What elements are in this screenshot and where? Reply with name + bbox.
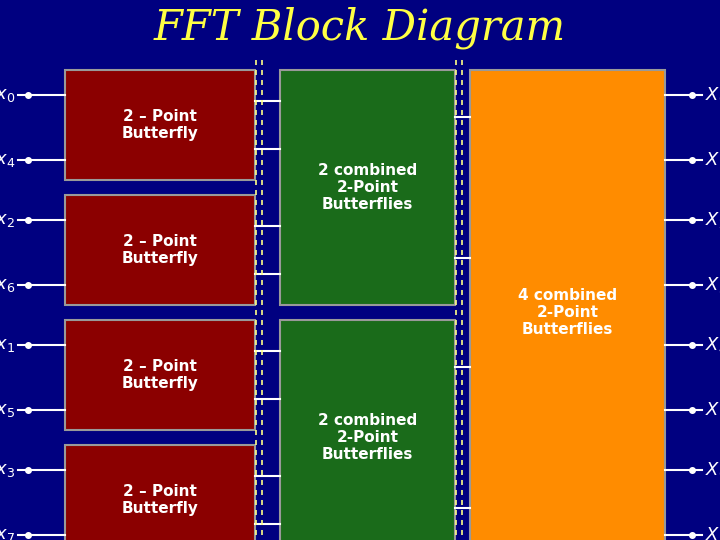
Bar bbox=[280, 320, 455, 540]
Bar bbox=[470, 70, 665, 540]
Bar bbox=[280, 70, 455, 305]
Text: $X_{7}$: $X_{7}$ bbox=[705, 525, 720, 540]
Text: $X_{4}$: $X_{4}$ bbox=[705, 335, 720, 355]
Text: $x_{3}$: $x_{3}$ bbox=[0, 461, 15, 479]
Text: 2 combined
2-Point
Butterflies: 2 combined 2-Point Butterflies bbox=[318, 413, 417, 462]
Text: $X_{1}$: $X_{1}$ bbox=[705, 150, 720, 170]
Bar bbox=[65, 445, 255, 540]
Text: 2 – Point
Butterfly: 2 – Point Butterfly bbox=[122, 359, 199, 391]
Text: $X_{5}$: $X_{5}$ bbox=[705, 400, 720, 420]
Text: $X_{6}$: $X_{6}$ bbox=[705, 460, 720, 480]
Text: $x_{6}$: $x_{6}$ bbox=[0, 276, 15, 294]
Text: 2 combined
2-Point
Butterflies: 2 combined 2-Point Butterflies bbox=[318, 163, 417, 212]
Text: $x_{5}$: $x_{5}$ bbox=[0, 401, 15, 419]
Text: $X_{2}$: $X_{2}$ bbox=[705, 210, 720, 230]
Text: $X_{0}$: $X_{0}$ bbox=[705, 85, 720, 105]
Text: 2 – Point
Butterfly: 2 – Point Butterfly bbox=[122, 484, 199, 516]
Bar bbox=[65, 195, 255, 305]
Text: $x_{4}$: $x_{4}$ bbox=[0, 151, 15, 169]
Text: 2 – Point
Butterfly: 2 – Point Butterfly bbox=[122, 109, 199, 141]
Text: $X_{3}$: $X_{3}$ bbox=[705, 275, 720, 295]
Text: 2 – Point
Butterfly: 2 – Point Butterfly bbox=[122, 234, 199, 266]
Text: 4 combined
2-Point
Butterflies: 4 combined 2-Point Butterflies bbox=[518, 288, 617, 338]
Bar bbox=[65, 320, 255, 430]
Text: $x_{1}$: $x_{1}$ bbox=[0, 336, 15, 354]
Text: $x_{0}$: $x_{0}$ bbox=[0, 86, 15, 104]
Text: $x_{7}$: $x_{7}$ bbox=[0, 526, 15, 540]
Bar bbox=[65, 70, 255, 180]
Text: FFT Block Diagram: FFT Block Diagram bbox=[154, 6, 566, 49]
Text: $x_{2}$: $x_{2}$ bbox=[0, 211, 15, 229]
